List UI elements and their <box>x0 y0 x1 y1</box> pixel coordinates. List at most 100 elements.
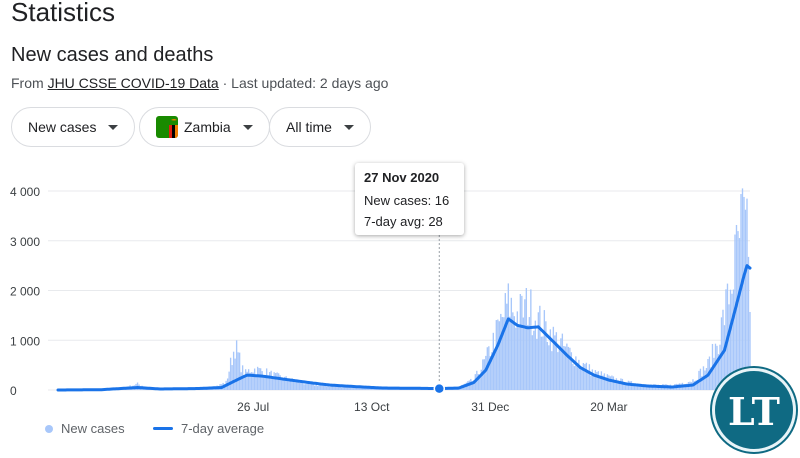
bar <box>335 386 337 390</box>
bar <box>357 386 359 390</box>
bar <box>333 386 335 390</box>
bar <box>746 198 748 390</box>
bar <box>587 371 589 390</box>
bar <box>608 375 610 390</box>
bar <box>480 369 482 390</box>
bar <box>282 379 284 390</box>
y-tick-label: 0 <box>10 384 17 398</box>
bar <box>302 383 304 390</box>
legend-new-cases: New cases <box>45 421 125 436</box>
bar <box>494 350 496 390</box>
bar <box>477 374 479 390</box>
bar <box>638 383 640 390</box>
bar <box>365 388 367 390</box>
bar <box>585 362 588 390</box>
bar <box>723 325 726 390</box>
time-range-dropdown[interactable]: All time <box>269 107 371 147</box>
bar <box>533 330 535 390</box>
bar <box>503 317 505 390</box>
bar <box>591 369 594 390</box>
hover-point <box>433 382 446 395</box>
bar <box>594 370 597 390</box>
bar <box>362 387 364 390</box>
y-tick-label: 3 000 <box>10 235 40 249</box>
bar <box>713 357 715 390</box>
bar <box>259 368 262 390</box>
bar <box>695 380 697 390</box>
bar <box>615 378 618 390</box>
bar <box>292 380 295 390</box>
bar <box>498 321 500 390</box>
bar <box>247 369 250 390</box>
bar <box>256 366 259 390</box>
bar <box>485 355 487 390</box>
cases-chart[interactable]: 0 1 000 2 000 3 000 4 000 26 Jul 13 Oct 31 Dec… <box>0 150 800 420</box>
bar <box>728 304 730 390</box>
bar <box>618 382 621 390</box>
source-link[interactable]: JHU CSSE COVID-19 Data <box>47 75 219 91</box>
bar <box>567 346 570 390</box>
bar <box>501 317 503 390</box>
bar <box>473 380 475 390</box>
bar <box>570 352 573 390</box>
bar <box>303 384 305 390</box>
country-dropdown[interactable]: Zambia <box>139 107 270 147</box>
bar <box>264 376 266 390</box>
bar <box>374 388 376 390</box>
bar <box>719 344 721 390</box>
bar <box>497 319 499 390</box>
bar <box>240 372 242 390</box>
bar <box>305 384 307 390</box>
bar <box>645 386 648 390</box>
bar <box>295 380 298 390</box>
bar <box>582 363 585 390</box>
bar <box>231 365 233 390</box>
bar <box>308 382 310 390</box>
bar <box>714 343 717 390</box>
bar <box>518 326 520 390</box>
bar <box>696 379 699 390</box>
time-range-label: All time <box>286 119 332 135</box>
bar <box>551 351 553 390</box>
bar <box>729 289 732 390</box>
bar <box>347 386 349 390</box>
bar <box>588 364 591 390</box>
bar <box>624 384 627 390</box>
bar <box>243 377 245 390</box>
bar <box>528 317 531 390</box>
bar <box>531 335 534 390</box>
bar <box>737 231 739 390</box>
bar <box>291 378 293 390</box>
bar <box>731 293 733 390</box>
chevron-down-icon <box>242 124 253 130</box>
bar <box>561 333 564 390</box>
bar <box>315 384 317 390</box>
bar <box>509 316 511 390</box>
y-tick-label: 2 000 <box>10 285 40 299</box>
bar <box>614 381 616 390</box>
zambia-flag-icon <box>156 116 178 138</box>
bar <box>549 329 552 390</box>
bar <box>543 310 546 390</box>
tooltip-new-cases: New cases: 16 <box>364 193 450 208</box>
bar <box>265 368 268 390</box>
bar <box>536 338 538 390</box>
bar <box>237 352 239 390</box>
bar <box>244 369 247 390</box>
x-tick-label: 20 Mar <box>590 400 627 414</box>
legend-dot-icon <box>45 424 53 433</box>
bar <box>747 256 750 390</box>
bar <box>324 385 326 390</box>
bar <box>597 371 600 390</box>
bar <box>546 341 549 390</box>
section-title: New cases and deaths <box>11 44 214 66</box>
bar <box>741 188 744 390</box>
bar <box>359 386 361 390</box>
metric-dropdown[interactable]: New cases <box>11 107 136 147</box>
chevron-down-icon <box>343 124 354 130</box>
legend-average: 7-day average <box>153 421 264 436</box>
bar <box>314 385 316 390</box>
bar <box>283 376 286 390</box>
bar <box>273 372 275 390</box>
bar <box>584 364 586 390</box>
